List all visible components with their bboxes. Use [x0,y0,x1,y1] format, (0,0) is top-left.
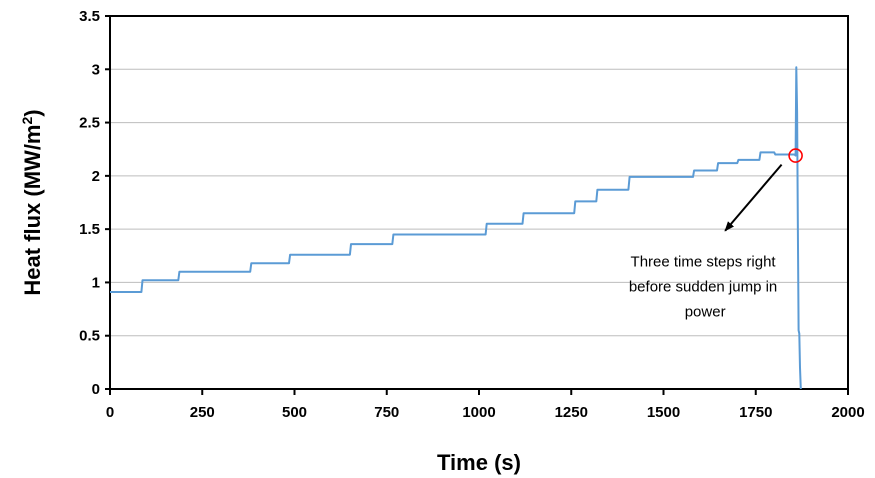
y-tick-label-0: 0 [92,381,100,398]
annotation-line-3: power [685,304,726,321]
x-axis-ticks: 0 250 500 750 1000 1250 1500 1750 2000 [106,389,865,421]
x-tick-label-0: 0 [106,404,114,421]
y-tick-label-3: 1.5 [79,221,100,238]
y-tick-label-7: 3.5 [79,8,100,25]
y-tick-label-2: 1 [92,274,100,291]
series-line-heat-flux [110,66,802,390]
y-tick-label-1: 0.5 [79,328,100,345]
x-tick-label-8: 2000 [831,404,864,421]
x-tick-label-6: 1500 [647,404,680,421]
x-tick-label-4: 1000 [462,404,495,421]
highlight-marker-circle [788,148,803,163]
y-axis-ticks: 0 0.5 1 1.5 2 2.5 3 3.5 [79,8,110,398]
annotation-line-2: before sudden jump in [629,279,777,296]
gridlines [110,68,848,337]
x-tick-label-2: 500 [282,404,307,421]
y-tick-label-4: 2 [92,168,100,185]
y-axis-title: Heat flux (MW/m2) [19,109,45,295]
y-axis-title-superscript: 2 [19,117,35,125]
plot-area-frame [109,15,849,390]
y-tick-label-6: 3 [92,61,100,78]
x-tick-label-7: 1750 [739,404,772,421]
x-tick-label-3: 750 [374,404,399,421]
annotation-text: Three time steps right before sudden jum… [629,254,782,321]
annotation-line-1: Three time steps right [631,254,777,271]
x-tick-label-1: 250 [190,404,215,421]
annotation-arrow [724,163,783,232]
x-tick-label-5: 1250 [555,404,588,421]
y-axis-title-main: Heat flux (MW/m [20,125,45,296]
y-axis-title-suffix: ) [20,109,45,116]
x-axis-title: Time (s) [437,450,521,475]
y-tick-label-5: 2.5 [79,115,100,132]
